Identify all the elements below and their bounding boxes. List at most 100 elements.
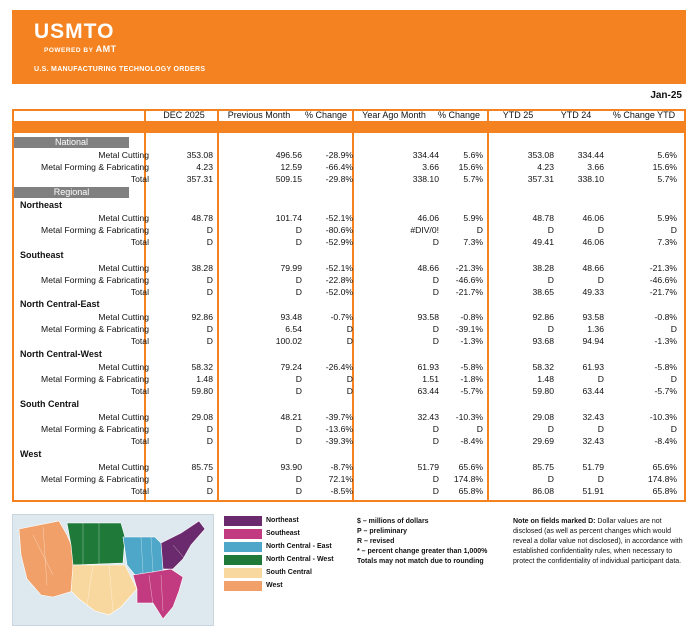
- table-cell: 32.43: [582, 436, 604, 446]
- table-cell: D: [597, 424, 604, 434]
- legend-swatch: [224, 581, 262, 591]
- table-row: Metal Forming & Fabricating 4.23 12.59 -66.…: [12, 161, 686, 173]
- table-cell: 63.44: [582, 386, 604, 396]
- legend-item: South Central: [224, 568, 354, 580]
- table-cell: D: [295, 424, 302, 434]
- table-cell: D: [206, 424, 213, 434]
- table-cell: D: [206, 436, 213, 446]
- row-label: Metal Forming & Fabricating: [41, 225, 149, 235]
- col-divider: [487, 109, 489, 502]
- row-label: Total: [130, 486, 149, 496]
- legend-label: Northeast: [266, 517, 299, 524]
- table-cell: 86.08: [532, 486, 554, 496]
- table-top-border: [12, 109, 686, 111]
- table-cell: -1.8%: [460, 374, 483, 384]
- table-cell: 59.80: [532, 386, 554, 396]
- table-cell: D: [670, 374, 677, 384]
- table-cell: -10.3%: [649, 412, 677, 422]
- table-cell: 46.06: [582, 213, 604, 223]
- table-cell: 353.08: [186, 150, 213, 160]
- col-ytd-25: YTD 25: [502, 110, 534, 120]
- row-label: Metal Cutting: [98, 263, 149, 273]
- row-label: Metal Cutting: [98, 213, 149, 223]
- table-cell: 58.32: [191, 362, 213, 372]
- table-cell: 6.54: [285, 324, 302, 334]
- region-southeast: Southeast: [20, 250, 64, 260]
- table-cell: 65.8%: [458, 486, 483, 496]
- table-cell: 48.66: [417, 263, 439, 273]
- row-label: Total: [130, 436, 149, 446]
- table-row: Total D D -39.3% D -8.4% 29.69 32.43 -8.4%: [12, 435, 686, 447]
- note-line: * – percent change greater than 1,000%: [357, 548, 488, 555]
- table-cell: 1.48: [537, 374, 554, 384]
- table-cell: D: [206, 324, 213, 334]
- col-previous-month: Previous Month: [227, 110, 291, 120]
- table-row: Metal Forming & Fabricating 1.48 D D 1.51 -1.…: [12, 373, 686, 385]
- powered-by-text: POWERED BY AMT: [44, 44, 117, 54]
- table-cell: 5.9%: [657, 213, 677, 223]
- table-cell: 92.86: [191, 312, 213, 322]
- table-cell: 63.44: [417, 386, 439, 396]
- table-cell: 58.32: [532, 362, 554, 372]
- table-cell: D: [670, 324, 677, 334]
- table-cell: -39.7%: [325, 412, 353, 422]
- table-cell: -21.7%: [649, 287, 677, 297]
- table-cell: D: [295, 436, 302, 446]
- table-cell: D: [432, 424, 439, 434]
- table-cell: D: [346, 336, 353, 346]
- table-cell: 79.24: [280, 362, 302, 372]
- legend-label: West: [266, 582, 283, 589]
- row-label: Metal Forming & Fabricating: [41, 474, 149, 484]
- table-cell: 334.44: [412, 150, 439, 160]
- table-cell: 65.6%: [458, 462, 483, 472]
- table-cell: 1.36: [587, 324, 604, 334]
- row-label: Metal Forming & Fabricating: [41, 275, 149, 285]
- table-row: Metal Cutting 29.08 48.21 -39.7% 32.43 -10.3%…: [12, 411, 686, 423]
- table-row: Metal Forming & Fabricating D D 72.1% D 174.8…: [12, 473, 686, 485]
- note-line: R – revised: [357, 538, 395, 545]
- legend-label: North Central - West: [266, 556, 334, 563]
- row-label: Metal Forming & Fabricating: [41, 424, 149, 434]
- table-cell: 79.99: [280, 263, 302, 273]
- row-label: Metal Cutting: [98, 312, 149, 322]
- col-divider: [684, 109, 686, 502]
- table-cell: D: [547, 324, 554, 334]
- table-cell: 12.59: [280, 162, 302, 172]
- table-cell: 5.9%: [463, 213, 483, 223]
- table-cell: 338.10: [412, 174, 439, 184]
- table-cell: -5.8%: [654, 362, 677, 372]
- table-cell: -5.7%: [654, 386, 677, 396]
- table-cell: D: [476, 424, 483, 434]
- header-band: [12, 121, 686, 133]
- table-cell: 3.66: [422, 162, 439, 172]
- table-cell: D: [206, 237, 213, 247]
- legend-swatch: [224, 568, 262, 578]
- table-cell: 38.28: [191, 263, 213, 273]
- table-cell: 46.06: [417, 213, 439, 223]
- row-label: Metal Forming & Fabricating: [41, 324, 149, 334]
- confidentiality-text: Dollar values are not disclosed (as well…: [513, 518, 683, 565]
- row-label: Metal Cutting: [98, 362, 149, 372]
- table-row: Metal Cutting 85.75 93.90 -8.7% 51.79 65.6% 85…: [12, 461, 686, 473]
- table-cell: D: [597, 225, 604, 235]
- table-cell: 32.43: [417, 412, 439, 422]
- col-year-ago-month: Year Ago Month: [362, 110, 426, 120]
- table-cell: 92.86: [532, 312, 554, 322]
- table-cell: 357.31: [527, 174, 554, 184]
- table-cell: 5.7%: [463, 174, 483, 184]
- table-cell: 7.3%: [657, 237, 677, 247]
- table-cell: 4.23: [196, 162, 213, 172]
- row-label: Metal Cutting: [98, 412, 149, 422]
- table-cell: -22.8%: [325, 275, 353, 285]
- table-cell: 51.79: [582, 462, 604, 472]
- table-cell: D: [432, 336, 439, 346]
- row-label: Metal Cutting: [98, 462, 149, 472]
- legend-item: Northeast: [224, 516, 354, 528]
- table-cell: D: [346, 386, 353, 396]
- col-divider: [144, 109, 146, 502]
- table-cell: 38.28: [532, 263, 554, 273]
- row-label: Metal Forming & Fabricating: [41, 374, 149, 384]
- table-cell: D: [295, 287, 302, 297]
- table-cell: 496.56: [275, 150, 302, 160]
- table-cell: 29.69: [532, 436, 554, 446]
